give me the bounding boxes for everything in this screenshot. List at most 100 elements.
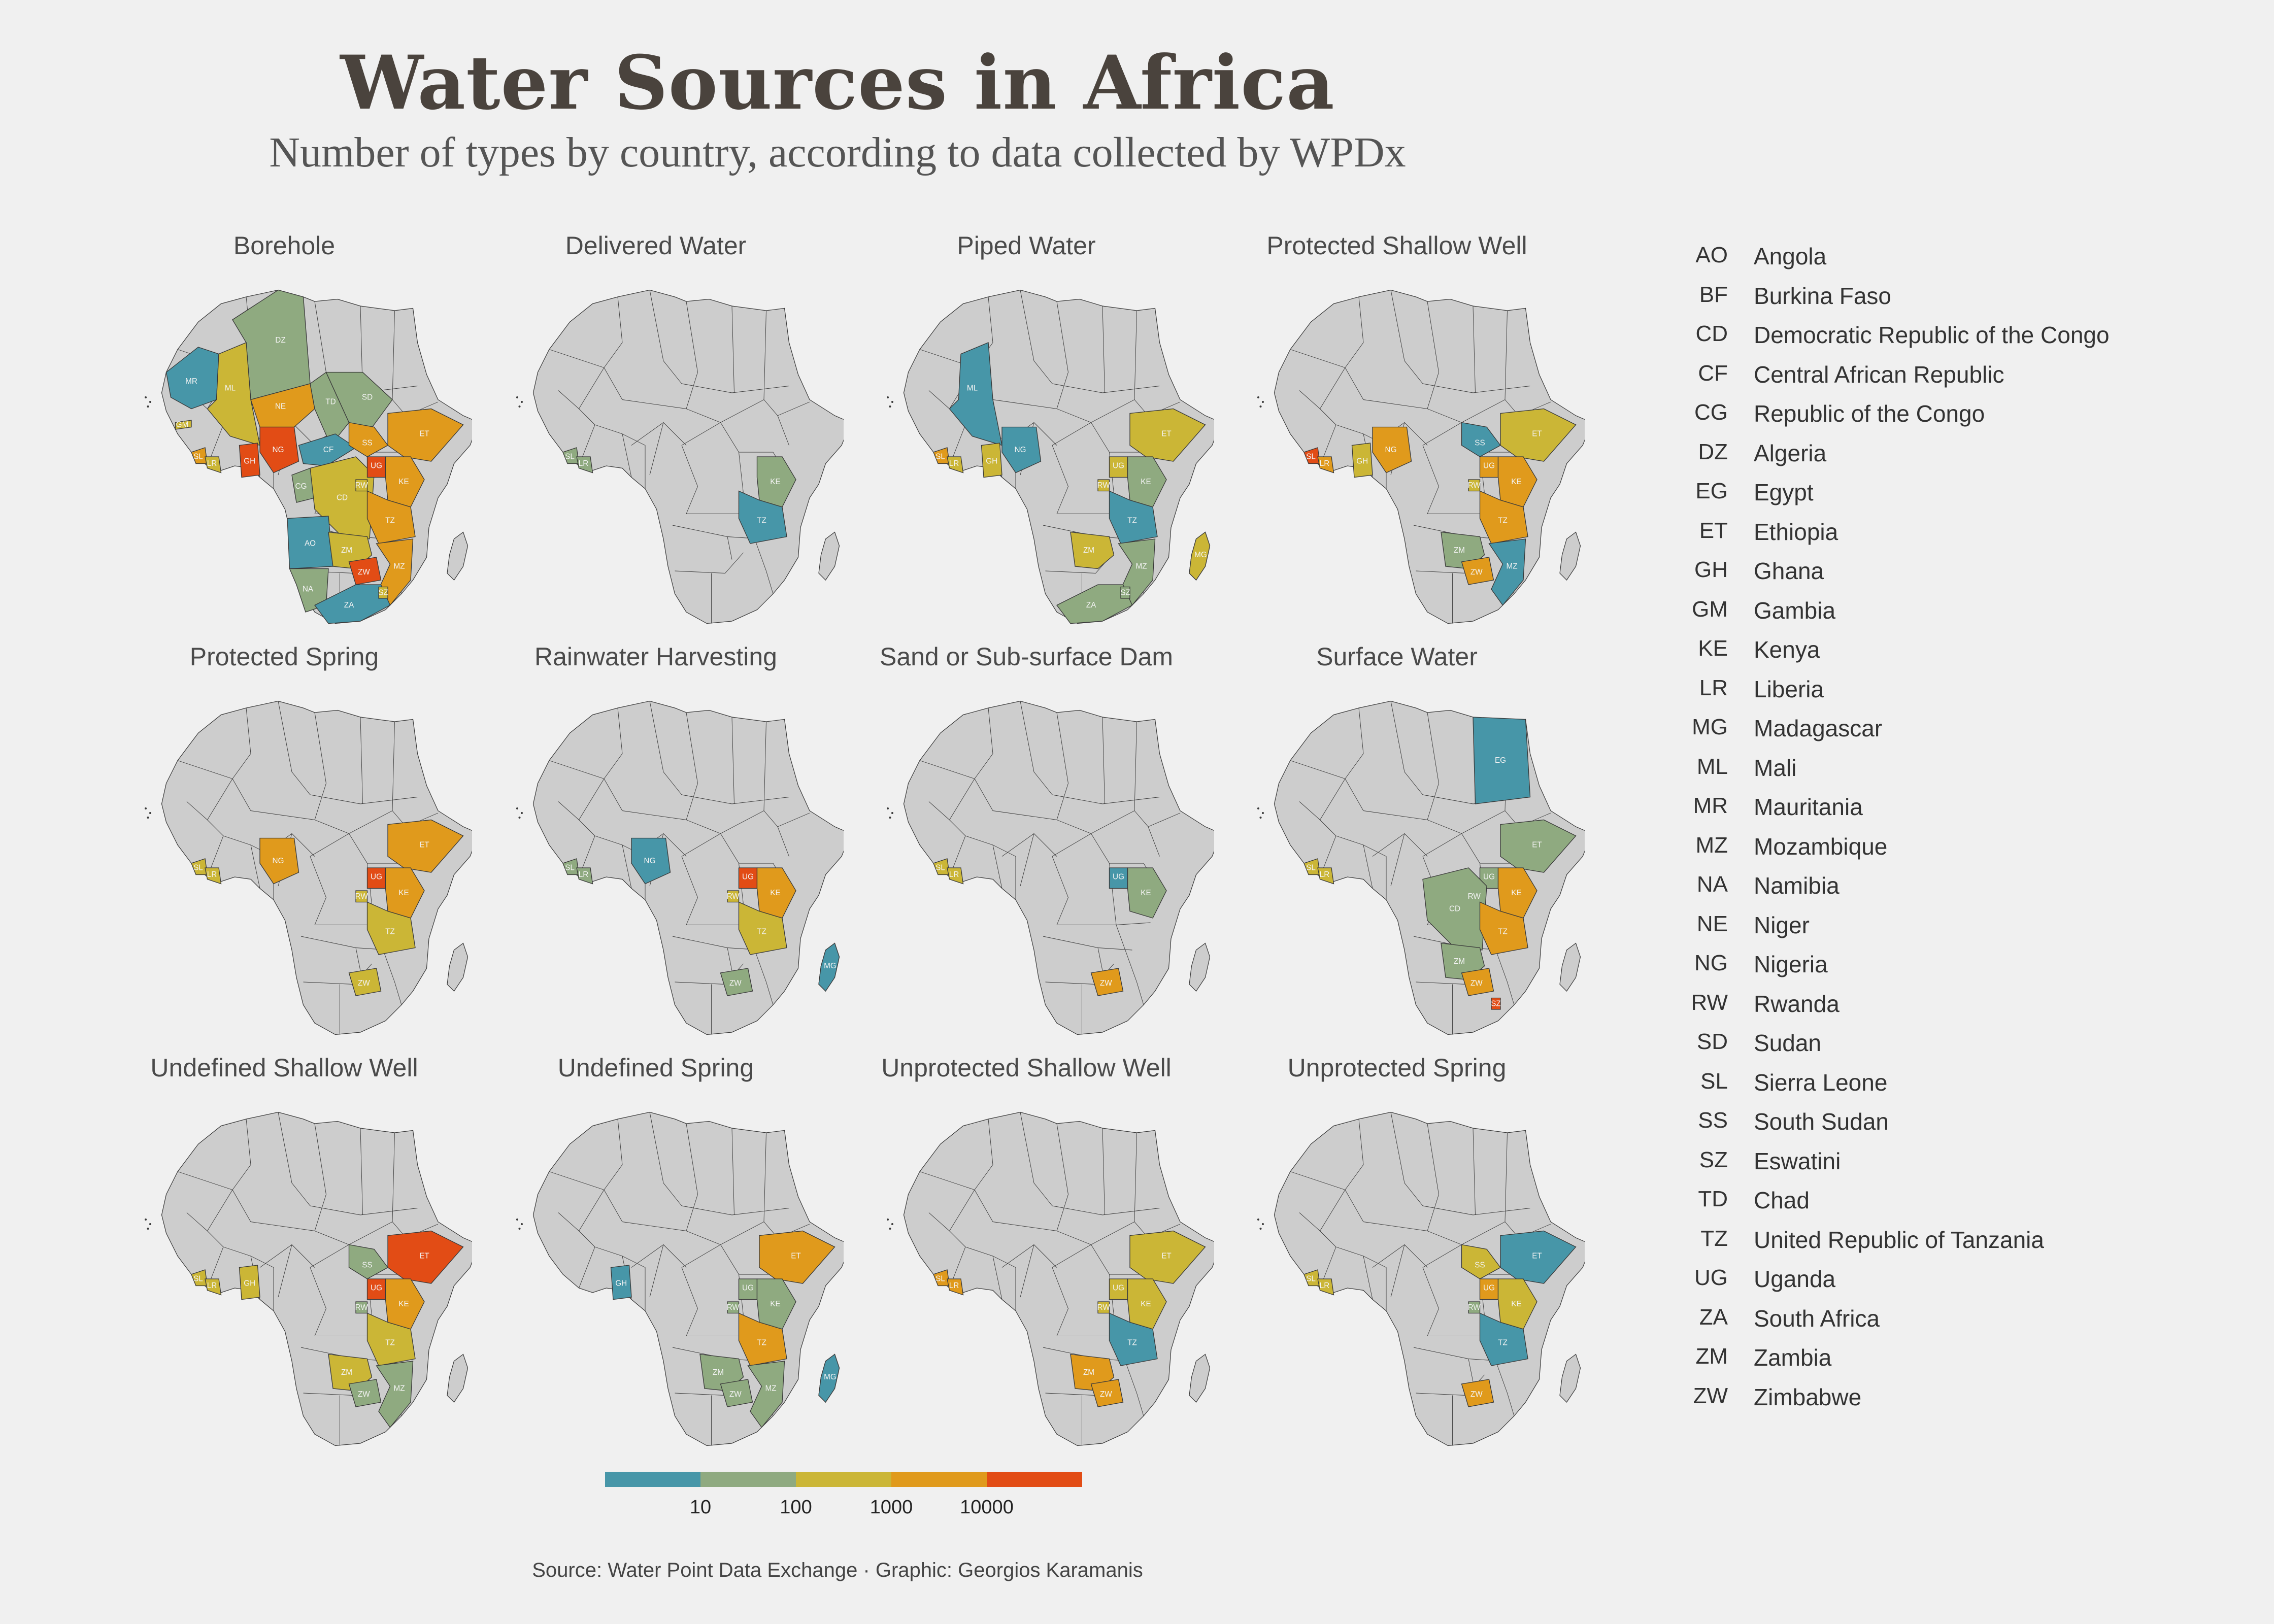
country-border [1299, 1212, 1320, 1231]
africa-map: SL LR GH NG SS ET UG RW KE TZ ZM MZ ZW [1257, 289, 1585, 624]
country-label-rw: RW [355, 481, 369, 490]
country-border [686, 712, 698, 784]
island-dot [889, 816, 891, 819]
legend-country-name: Niger [1754, 911, 1810, 938]
country-border [579, 367, 605, 409]
country-border [1422, 833, 1462, 857]
island-dot [886, 1218, 889, 1221]
country-border [777, 401, 810, 416]
country-label-ug: UG [371, 873, 382, 882]
country-border [763, 721, 766, 811]
country-border [1102, 386, 1160, 393]
country-zw [720, 968, 753, 996]
country-border [1427, 712, 1439, 784]
legend-code: ML [1696, 754, 1728, 779]
panel-title: Undefined Spring [557, 1054, 754, 1082]
country-label-rw: RW [1468, 892, 1481, 901]
country-label-ke: KE [1511, 478, 1521, 486]
country-border [1148, 813, 1181, 827]
country-ng [1372, 426, 1412, 473]
country-label-tz: TZ [1498, 928, 1508, 936]
country-border [1390, 833, 1405, 887]
country-mg [1189, 531, 1211, 581]
country-label-zw: ZW [729, 1390, 742, 1399]
country-border [1504, 1132, 1508, 1222]
country-label-tz: TZ [757, 928, 766, 936]
country-label-lr: LR [1320, 1281, 1330, 1290]
country-border [1390, 701, 1423, 795]
country-border [1052, 1205, 1103, 1215]
country-lr [205, 1278, 222, 1296]
legend-code: TD [1698, 1187, 1728, 1211]
country-border [1427, 1123, 1439, 1195]
country-label-mr: MR [185, 377, 197, 386]
country-label-et: ET [419, 430, 429, 438]
country-label-za: ZA [344, 601, 354, 610]
island-dot [149, 400, 152, 403]
country-label-tz: TZ [385, 928, 395, 936]
country-label-zw: ZW [358, 568, 370, 577]
madagascar-landmass [818, 531, 840, 581]
country-label-et: ET [791, 1252, 801, 1261]
country-label-eg: EG [1495, 756, 1506, 765]
country-label-mg: MG [824, 962, 837, 970]
country-ml [949, 342, 1002, 446]
country-border [1056, 301, 1068, 373]
legend-country-name: Rwanda [1754, 990, 1840, 1017]
country-border [686, 301, 698, 373]
country-label-sl: SL [935, 453, 945, 461]
legend-code: ET [1699, 518, 1728, 543]
country-label-lr: LR [1320, 870, 1330, 879]
country-label-ng: NG [273, 446, 284, 454]
country-border [1422, 794, 1474, 804]
country-border [232, 1119, 251, 1190]
madagascar-landmass [447, 1354, 469, 1403]
country-label-tz: TZ [1127, 517, 1137, 525]
map-panel: Undefined Shallow Well SL LR GH SS ET UG RW KE TZ… [96, 1053, 472, 1459]
country-border [1134, 310, 1137, 400]
country-border [604, 707, 623, 779]
map-panel: Piped Water ML NG GH SL LR ET UG RW KE TZ ZM MZ MG ZA S… [839, 231, 1214, 637]
country-border [232, 707, 251, 779]
country-label-zm: ZM [341, 1368, 352, 1377]
country-border [1052, 422, 1091, 446]
country-border [310, 856, 326, 925]
country-border [949, 779, 975, 820]
country-label-gh: GH [986, 457, 997, 466]
country-label-ng: NG [1015, 446, 1026, 454]
country-gh [239, 443, 260, 478]
panel-title: Protected Spring [189, 642, 379, 671]
africa-map: SL LR ET UG RW KE TZ ZM ZW [886, 1111, 1214, 1446]
country-et [387, 408, 464, 462]
map-panel: Undefined Spring GH ET UG RW KE TZ ZM MZ ZW MG [468, 1053, 844, 1459]
country-zw [348, 1379, 382, 1407]
island-dot [1257, 807, 1260, 810]
country-zw [1090, 1379, 1124, 1407]
country-cd [1422, 867, 1487, 951]
country-label-tz: TZ [1127, 1339, 1137, 1347]
country-lr [947, 1278, 964, 1296]
panel-title: Undefined Shallow Well [150, 1054, 418, 1082]
country-gh [981, 443, 1002, 478]
country-border [1345, 1119, 1364, 1190]
legend-country-name: Ethiopia [1754, 518, 1838, 545]
country-label-ug: UG [371, 462, 382, 470]
country-border [310, 1244, 349, 1268]
country-tz [738, 1312, 787, 1366]
country-border [992, 844, 1016, 900]
africa-map: SL LR UG KE ZW [886, 700, 1214, 1035]
country-tz [1479, 1312, 1528, 1366]
island-dot [1261, 1223, 1264, 1226]
country-label-et: ET [1532, 1252, 1542, 1261]
legend-code: UG [1694, 1265, 1728, 1290]
country-border [1422, 1244, 1462, 1268]
country-border [1134, 810, 1160, 857]
country-label-zm: ZM [1454, 957, 1465, 966]
country-label-zw: ZW [358, 1390, 370, 1399]
country-border [314, 1123, 326, 1195]
legend-code: TZ [1700, 1226, 1728, 1251]
country-border [360, 1208, 418, 1215]
country-label-ug: UG [742, 1284, 754, 1293]
legend-code: SL [1700, 1068, 1728, 1094]
country-label-zw: ZW [1100, 1390, 1112, 1399]
